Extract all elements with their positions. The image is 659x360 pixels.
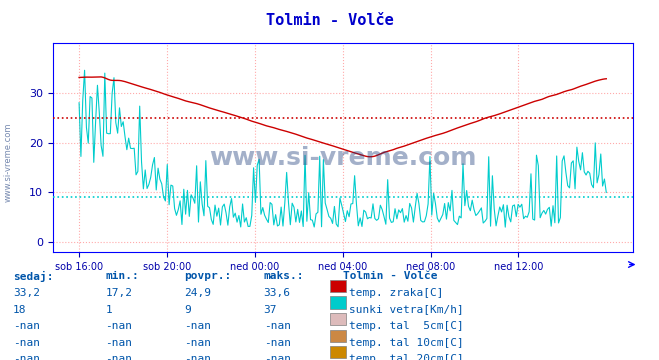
Text: maks.:: maks.: [264, 271, 304, 281]
Text: Tolmin - Volče: Tolmin - Volče [343, 271, 437, 281]
Text: 1: 1 [105, 305, 112, 315]
Text: 18: 18 [13, 305, 26, 315]
Text: www.si-vreme.com: www.si-vreme.com [209, 146, 476, 170]
FancyBboxPatch shape [330, 297, 346, 309]
Text: -nan: -nan [13, 355, 40, 360]
Text: temp. tal 10cm[C]: temp. tal 10cm[C] [349, 338, 464, 348]
Text: 33,2: 33,2 [13, 288, 40, 298]
Text: Tolmin - Volče: Tolmin - Volče [266, 13, 393, 28]
Text: -nan: -nan [105, 321, 132, 331]
Text: -nan: -nan [185, 321, 212, 331]
Text: temp. zraka[C]: temp. zraka[C] [349, 288, 444, 298]
Text: sedaj:: sedaj: [13, 271, 53, 282]
Text: -nan: -nan [105, 355, 132, 360]
Text: -nan: -nan [264, 321, 291, 331]
Text: -nan: -nan [264, 338, 291, 348]
Text: -nan: -nan [264, 355, 291, 360]
FancyBboxPatch shape [330, 346, 346, 359]
FancyBboxPatch shape [330, 330, 346, 342]
Text: -nan: -nan [13, 321, 40, 331]
Text: temp. tal  5cm[C]: temp. tal 5cm[C] [349, 321, 464, 331]
Text: 17,2: 17,2 [105, 288, 132, 298]
FancyBboxPatch shape [330, 313, 346, 325]
Text: www.si-vreme.com: www.si-vreme.com [3, 122, 13, 202]
Text: povpr.:: povpr.: [185, 271, 232, 281]
Text: 24,9: 24,9 [185, 288, 212, 298]
Text: temp. tal 20cm[C]: temp. tal 20cm[C] [349, 355, 464, 360]
Text: 33,6: 33,6 [264, 288, 291, 298]
Text: sunki vetra[Km/h]: sunki vetra[Km/h] [349, 305, 464, 315]
FancyBboxPatch shape [330, 280, 346, 292]
Text: 9: 9 [185, 305, 191, 315]
Text: 37: 37 [264, 305, 277, 315]
Text: -nan: -nan [185, 355, 212, 360]
Text: -nan: -nan [105, 338, 132, 348]
Text: -nan: -nan [13, 338, 40, 348]
Text: min.:: min.: [105, 271, 139, 281]
Text: -nan: -nan [185, 338, 212, 348]
